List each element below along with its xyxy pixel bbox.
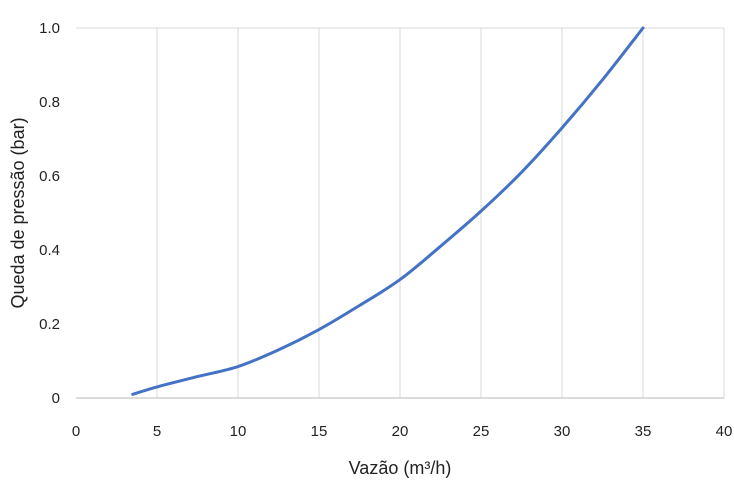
y-tick-label: 0.8 xyxy=(39,94,60,111)
y-tick-label: 0 xyxy=(52,390,60,407)
x-axis-title: Vazão (m³/h) xyxy=(349,458,452,478)
series-line xyxy=(131,26,645,396)
x-tick-label: 40 xyxy=(716,423,733,440)
grid-lines xyxy=(76,27,725,398)
x-tick-label: 25 xyxy=(473,423,490,440)
x-tick-label: 30 xyxy=(554,423,571,440)
y-tick-label: 1.0 xyxy=(39,20,60,37)
y-axis-title: Queda de pressão (bar) xyxy=(8,117,28,308)
x-tick-label: 5 xyxy=(153,423,161,440)
x-tick-labels: 0 5 10 15 20 25 30 35 40 xyxy=(72,423,733,440)
y-tick-label: 0.4 xyxy=(39,242,60,259)
y-tick-label: 0.6 xyxy=(39,168,60,185)
y-tick-labels: 0 0.2 0.4 0.6 0.8 1.0 xyxy=(39,20,60,407)
x-tick-label: 35 xyxy=(635,423,652,440)
x-tick-label: 0 xyxy=(72,423,80,440)
x-tick-label: 10 xyxy=(230,423,247,440)
x-tick-label: 20 xyxy=(392,423,409,440)
x-tick-label: 15 xyxy=(311,423,328,440)
y-tick-label: 0.2 xyxy=(39,316,60,333)
series-group xyxy=(131,26,645,396)
